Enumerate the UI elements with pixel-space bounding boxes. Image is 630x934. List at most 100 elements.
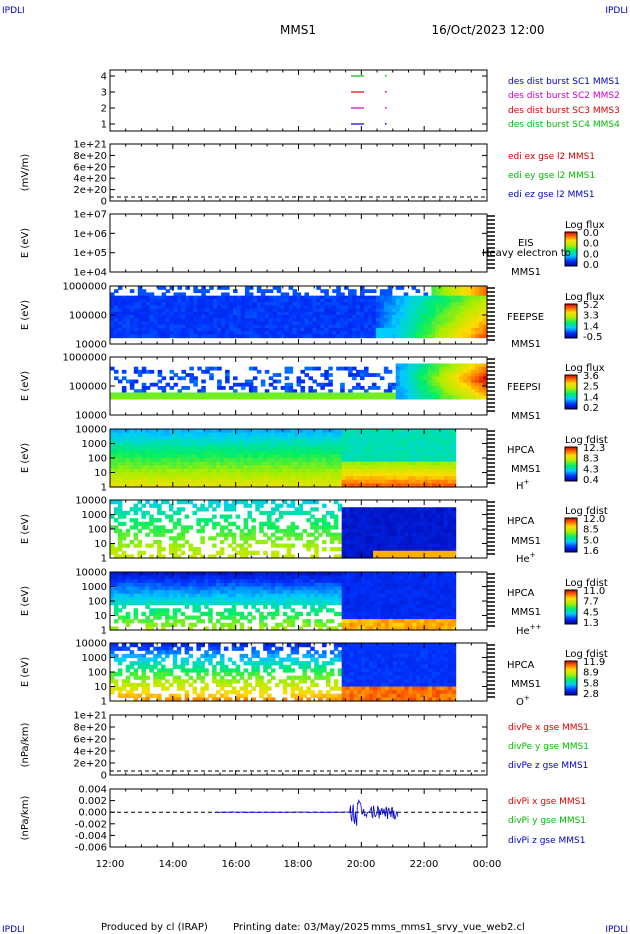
spectrogram-cell (407, 308, 413, 313)
spectrogram-cell (110, 305, 115, 310)
spectrogram-4 (110, 286, 488, 339)
spectrogram-cell (324, 315, 329, 319)
spectrogram-cell (145, 439, 150, 445)
spectrogram-cell (252, 386, 258, 390)
spectrogram-cell (369, 514, 374, 519)
spectrogram-cell (439, 521, 445, 526)
spectrogram-cell (412, 429, 417, 434)
spectrogram-cell (408, 543, 413, 548)
spectrogram-cell (432, 547, 437, 552)
spectrogram-cell (455, 289, 460, 294)
spectrogram-cell (217, 315, 222, 319)
spectrogram-cell (137, 311, 143, 316)
spectrogram-cell (320, 298, 325, 303)
spectrogram-cell (141, 611, 146, 617)
spectrogram-cell (264, 311, 270, 316)
spectrogram-cell (280, 292, 286, 297)
spectrogram-cell (427, 295, 433, 300)
spectrogram-cell (463, 366, 468, 371)
spectrogram-cell (407, 379, 413, 384)
spectrogram-cell (345, 443, 351, 448)
spectrogram-cell (294, 525, 300, 530)
spectrogram-cell (322, 479, 327, 484)
spectrogram-cell (213, 298, 218, 303)
spectrogram-cell (400, 468, 406, 474)
spectrogram-cell (294, 483, 300, 488)
spectrogram-cell (345, 510, 351, 516)
spectrogram-cell (314, 458, 319, 463)
spectrogram-cell (235, 543, 241, 548)
spectrogram-cell (192, 479, 197, 484)
spectrogram-cell (373, 514, 378, 519)
spectrogram-cell (373, 447, 378, 452)
spectrogram-cell (161, 302, 167, 306)
spectrogram-cell (274, 507, 280, 512)
spectrogram-cell (263, 483, 268, 488)
spectrogram-cell (467, 379, 472, 384)
spectrogram-cell (137, 601, 143, 606)
spectrogram-cell (360, 286, 365, 290)
spectrogram-cell (411, 334, 417, 339)
spectrogram-cell (337, 454, 343, 459)
spectrogram-cell (216, 472, 221, 477)
spectrogram-cell (201, 327, 206, 332)
spectrogram-cell (380, 429, 386, 434)
spectrogram-cell (117, 298, 123, 303)
spectrogram-cell (432, 450, 437, 455)
spectrogram-cell (383, 292, 389, 297)
spectrogram-cell (447, 532, 453, 537)
spectrogram-cell (225, 327, 230, 332)
spectrogram-cell (455, 369, 460, 374)
spectrogram-7 (110, 500, 457, 559)
spectrogram-cell (337, 465, 343, 470)
spectrogram-cell (184, 472, 190, 477)
spectrogram-cell (416, 468, 421, 474)
spectrogram-cell (121, 554, 127, 559)
spectrogram-cell (324, 289, 329, 294)
spectrogram-cell (332, 308, 337, 313)
spectrogram-cell (208, 447, 213, 452)
colorbar (564, 303, 578, 339)
spectrogram-cell (306, 472, 311, 477)
colorbar-tick-label: 0.4 (583, 475, 599, 486)
spectrogram-cell (459, 373, 464, 377)
spectrogram-cell (360, 331, 365, 335)
spectrogram-cell (459, 379, 464, 384)
spectrogram-cell (290, 503, 296, 508)
burst-dot (385, 107, 387, 109)
spectrogram-cell (227, 543, 233, 548)
spectrogram-cell (288, 315, 294, 319)
spectrogram-cell (336, 334, 341, 339)
spectrogram-cell (267, 514, 272, 519)
spectrogram-cell (272, 324, 278, 329)
spectrogram-cell (247, 450, 252, 455)
spectrogram-cell (345, 447, 351, 452)
spectrogram-cell (404, 554, 410, 559)
legend-label: divPe y gse MMS1 (508, 742, 589, 752)
spectrogram-cell (387, 315, 393, 319)
spectrogram-cell (312, 331, 317, 335)
spectrogram-cell (388, 439, 394, 445)
spectrogram-cell (145, 532, 150, 537)
spectrogram-cell (395, 386, 401, 390)
spectrogram-cell (439, 315, 444, 319)
spectrogram-cell (408, 514, 413, 519)
spectrogram-cell (212, 468, 217, 474)
spectrogram-cell (239, 554, 245, 559)
spectrogram-cell (314, 500, 319, 505)
spectrogram-cell (391, 302, 397, 306)
spectrogram-cell (329, 439, 335, 445)
spectrogram-cell (341, 543, 347, 548)
spectrogram-cell (345, 536, 351, 541)
spectrogram-cell (208, 483, 213, 488)
spectrogram-cell (227, 468, 233, 474)
spectrogram-cell (197, 311, 202, 316)
spectrogram-cell (197, 324, 202, 329)
spectrogram-cell (192, 461, 197, 466)
spectrogram-cell (340, 327, 345, 332)
spectrogram-cell (404, 461, 410, 466)
spectrogram-cell (137, 450, 143, 455)
spectrogram-cell (252, 376, 258, 381)
spectrogram-cell (399, 376, 405, 381)
